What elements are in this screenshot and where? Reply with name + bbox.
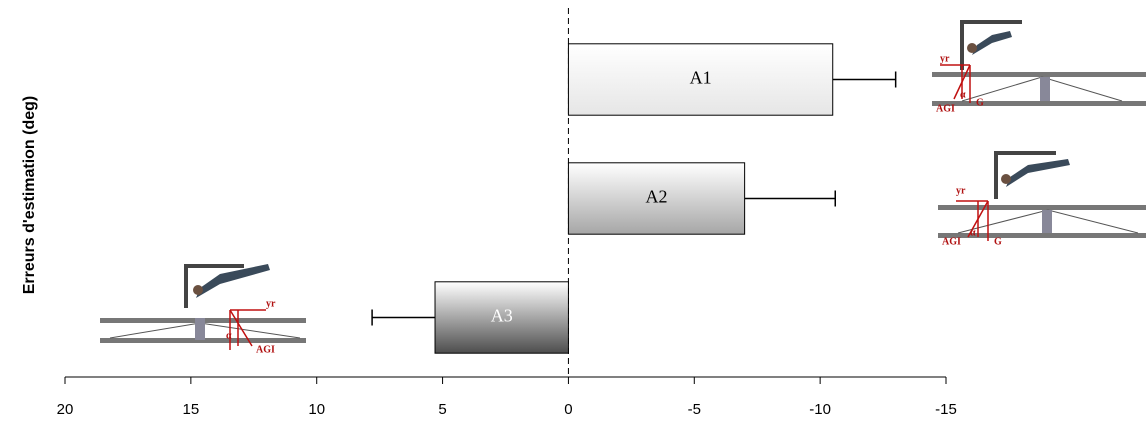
figure-label: yr <box>940 53 950 64</box>
bar-label: A3 <box>491 306 513 326</box>
figure-label: α <box>970 227 976 238</box>
figure: yr α AGI G <box>932 20 1146 114</box>
bar-label: A1 <box>690 68 712 88</box>
bar <box>567 162 746 235</box>
figure-label: G <box>994 236 1002 247</box>
x-tick-label: 5 <box>438 401 446 418</box>
x-tick-label: 15 <box>183 401 200 418</box>
figure-label: α <box>960 89 966 100</box>
figure-label: AGI <box>256 344 275 355</box>
figure-label: yr <box>266 298 276 309</box>
y-axis-label: Erreurs d'estimation (deg) <box>21 96 38 295</box>
figure-label: AGI <box>936 103 955 114</box>
x-tick-label: 20 <box>57 401 74 418</box>
bar <box>434 281 569 354</box>
x-tick-label: -15 <box>935 401 957 418</box>
figure-label: G <box>976 97 984 108</box>
x-tick-label: 10 <box>308 401 325 418</box>
x-tick-label: 0 <box>564 401 572 418</box>
figure-label: yr <box>956 185 966 196</box>
bar <box>567 43 834 116</box>
x-tick-label: -10 <box>809 401 831 418</box>
figure-label: AGI <box>942 236 961 247</box>
figure: yr α AGI G <box>938 151 1146 247</box>
figure-label: α <box>226 330 232 341</box>
x-tick-label: -5 <box>688 401 701 418</box>
figure: yr α AGI <box>100 264 306 355</box>
bar-label: A2 <box>646 187 668 207</box>
